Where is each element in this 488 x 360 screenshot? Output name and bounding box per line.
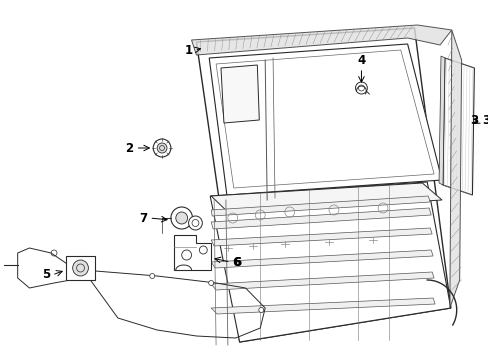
- Polygon shape: [191, 25, 451, 55]
- Circle shape: [153, 139, 170, 157]
- Text: 3: 3: [481, 113, 488, 126]
- Polygon shape: [211, 250, 432, 268]
- Circle shape: [176, 212, 187, 224]
- Polygon shape: [209, 44, 441, 195]
- Polygon shape: [210, 182, 450, 342]
- Text: 6: 6: [232, 256, 241, 269]
- Polygon shape: [449, 30, 461, 308]
- Polygon shape: [211, 196, 429, 216]
- Circle shape: [188, 216, 202, 230]
- Polygon shape: [211, 228, 431, 246]
- Polygon shape: [221, 65, 259, 123]
- Text: 2: 2: [125, 141, 133, 154]
- Circle shape: [355, 82, 366, 94]
- Polygon shape: [174, 235, 211, 270]
- Polygon shape: [211, 183, 441, 213]
- Polygon shape: [211, 208, 430, 229]
- Polygon shape: [184, 213, 191, 223]
- Text: 1: 1: [184, 44, 192, 57]
- Bar: [66, 256, 95, 280]
- Text: 4: 4: [357, 54, 365, 67]
- Circle shape: [149, 274, 154, 279]
- Polygon shape: [438, 56, 444, 185]
- Circle shape: [157, 143, 166, 153]
- Text: 3: 3: [469, 113, 477, 126]
- Text: 6: 6: [232, 256, 240, 269]
- Polygon shape: [442, 58, 473, 195]
- Circle shape: [208, 280, 213, 285]
- Text: 7: 7: [139, 212, 147, 225]
- Circle shape: [258, 307, 263, 312]
- Text: 5: 5: [42, 269, 50, 282]
- Circle shape: [73, 260, 88, 276]
- Circle shape: [170, 207, 192, 229]
- Polygon shape: [196, 28, 450, 342]
- Polygon shape: [211, 272, 433, 290]
- Polygon shape: [211, 298, 434, 314]
